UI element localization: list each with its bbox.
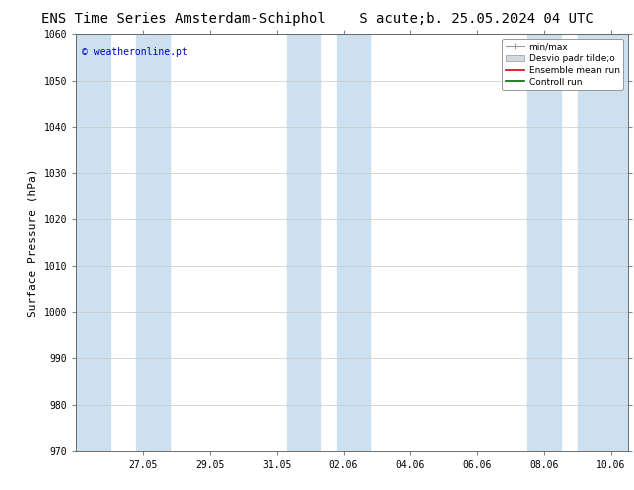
- Bar: [578, 34, 628, 451]
- Bar: [527, 34, 561, 451]
- Bar: [337, 34, 370, 451]
- Legend: min/max, Desvio padr tilde;o, Ensemble mean run, Controll run: min/max, Desvio padr tilde;o, Ensemble m…: [502, 39, 623, 90]
- Bar: [136, 34, 170, 451]
- Bar: [287, 34, 320, 451]
- Y-axis label: Surface Pressure (hPa): Surface Pressure (hPa): [28, 168, 38, 317]
- Text: ENS Time Series Amsterdam-Schiphol    S acute;b. 25.05.2024 04 UTC: ENS Time Series Amsterdam-Schiphol S acu…: [41, 12, 593, 26]
- Bar: [76, 34, 110, 451]
- Text: © weatheronline.pt: © weatheronline.pt: [82, 47, 187, 57]
